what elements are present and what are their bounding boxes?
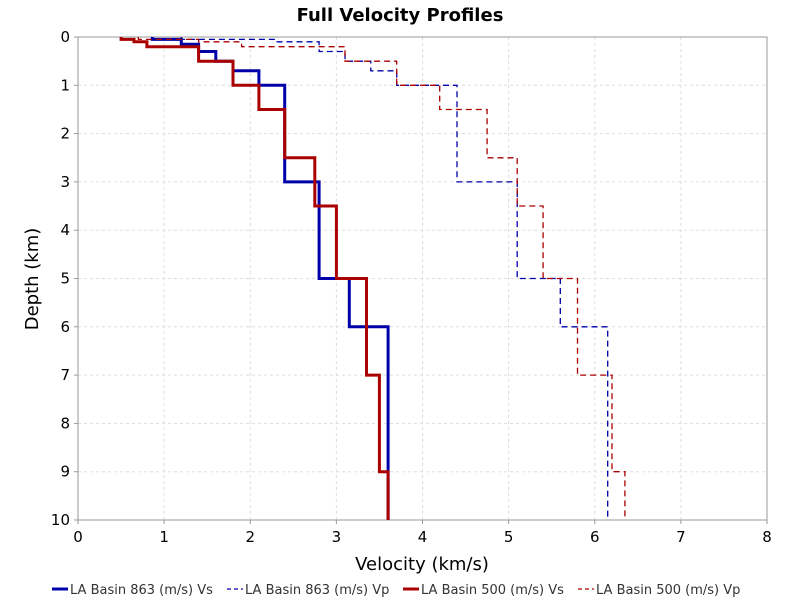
grid xyxy=(78,37,767,520)
y-tick-label: 8 xyxy=(60,414,70,432)
y-tick-label: 2 xyxy=(60,125,70,143)
series-group xyxy=(119,37,626,520)
series-line-2 xyxy=(180,37,609,520)
x-axis-label: Velocity (km/s) xyxy=(355,554,489,575)
y-tick-label: 3 xyxy=(60,173,70,191)
x-tick-label: 8 xyxy=(762,528,772,546)
x-tick-label: 1 xyxy=(159,528,169,546)
y-tick-label: 6 xyxy=(60,318,70,336)
y-axis-label: Depth (km) xyxy=(22,228,43,331)
x-tick-label: 5 xyxy=(504,528,514,546)
legend-item: LA Basin 500 (m/s) Vs xyxy=(421,583,564,598)
y-tick-label: 10 xyxy=(51,511,70,529)
x-tick-label: 0 xyxy=(73,528,83,546)
y-tick-label: 9 xyxy=(60,463,70,481)
x-tick-label: 4 xyxy=(418,528,428,546)
y-tick-label: 7 xyxy=(60,366,70,384)
legend-item: LA Basin 863 (m/s) Vs xyxy=(70,583,213,598)
y-tick-label: 1 xyxy=(60,76,70,94)
x-tick-label: 2 xyxy=(245,528,255,546)
legend: LA Basin 863 (m/s) Vs LA Basin 863 (m/s) … xyxy=(52,583,740,598)
x-tick-label: 7 xyxy=(676,528,686,546)
legend-item: LA Basin 863 (m/s) Vp xyxy=(245,583,389,598)
y-tick-label: 4 xyxy=(60,221,70,239)
x-tick-label: 3 xyxy=(332,528,342,546)
y-tick-label: 5 xyxy=(60,270,70,288)
x-tick-label: 6 xyxy=(590,528,600,546)
chart-title: Full Velocity Profiles xyxy=(297,5,504,26)
y-tick-label: 0 xyxy=(60,28,70,46)
series-line-3 xyxy=(119,37,390,520)
series-line-4 xyxy=(137,37,626,520)
legend-item: LA Basin 500 (m/s) Vp xyxy=(596,583,740,598)
ticks: 0 1 2 3 4 5 6 7 8 0 1 2 3 4 5 6 7 8 9 10 xyxy=(51,28,772,546)
